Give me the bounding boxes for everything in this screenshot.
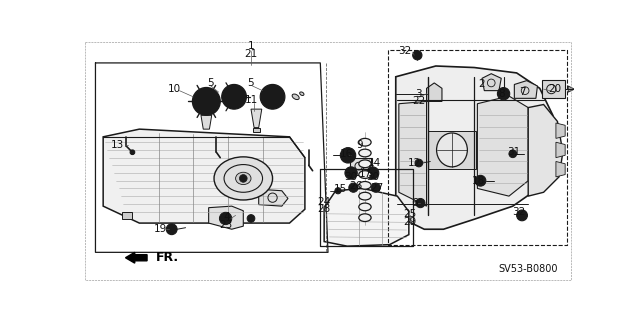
Text: 3: 3 bbox=[415, 89, 422, 99]
Polygon shape bbox=[556, 142, 565, 158]
Circle shape bbox=[475, 175, 486, 186]
Text: 15: 15 bbox=[333, 184, 347, 194]
Circle shape bbox=[239, 174, 247, 182]
Circle shape bbox=[345, 167, 357, 179]
Ellipse shape bbox=[359, 138, 371, 146]
Ellipse shape bbox=[359, 160, 371, 168]
Polygon shape bbox=[556, 161, 565, 177]
Polygon shape bbox=[477, 96, 528, 196]
Circle shape bbox=[349, 183, 358, 192]
Polygon shape bbox=[396, 66, 555, 229]
Text: 27: 27 bbox=[371, 183, 384, 193]
Text: SV53-B0800: SV53-B0800 bbox=[499, 264, 558, 274]
Text: 2: 2 bbox=[478, 79, 484, 90]
Text: 7: 7 bbox=[519, 87, 525, 97]
Ellipse shape bbox=[359, 182, 371, 189]
Circle shape bbox=[516, 210, 527, 221]
Text: 30: 30 bbox=[344, 172, 358, 182]
Text: 24: 24 bbox=[317, 197, 331, 206]
Ellipse shape bbox=[359, 214, 371, 221]
Ellipse shape bbox=[300, 92, 304, 95]
Polygon shape bbox=[427, 83, 442, 101]
Polygon shape bbox=[209, 206, 243, 229]
Polygon shape bbox=[528, 105, 563, 196]
Polygon shape bbox=[542, 80, 565, 98]
Circle shape bbox=[416, 198, 425, 208]
Circle shape bbox=[260, 85, 285, 109]
Circle shape bbox=[166, 224, 177, 235]
Circle shape bbox=[340, 148, 356, 163]
Polygon shape bbox=[399, 101, 427, 206]
Polygon shape bbox=[251, 109, 262, 128]
Circle shape bbox=[193, 87, 220, 115]
Text: 13: 13 bbox=[111, 139, 124, 150]
Circle shape bbox=[367, 167, 379, 179]
Polygon shape bbox=[324, 189, 409, 246]
Polygon shape bbox=[201, 115, 212, 129]
FancyArrow shape bbox=[125, 252, 147, 263]
Polygon shape bbox=[556, 123, 565, 138]
Circle shape bbox=[415, 159, 422, 167]
Polygon shape bbox=[568, 86, 575, 92]
Text: 10: 10 bbox=[168, 84, 180, 94]
Ellipse shape bbox=[359, 203, 371, 211]
Polygon shape bbox=[428, 131, 476, 169]
Text: 5: 5 bbox=[207, 78, 214, 88]
Ellipse shape bbox=[292, 94, 299, 100]
Text: 25: 25 bbox=[403, 209, 416, 219]
Text: 23: 23 bbox=[220, 219, 233, 230]
Polygon shape bbox=[103, 129, 305, 223]
Ellipse shape bbox=[359, 192, 371, 200]
Text: 8: 8 bbox=[498, 89, 504, 99]
Circle shape bbox=[220, 212, 232, 225]
Circle shape bbox=[247, 215, 255, 222]
Text: 16: 16 bbox=[340, 149, 353, 159]
Text: 32: 32 bbox=[513, 207, 525, 217]
Circle shape bbox=[509, 150, 516, 158]
Circle shape bbox=[202, 98, 210, 105]
Ellipse shape bbox=[236, 172, 251, 185]
Circle shape bbox=[413, 51, 422, 60]
Text: 6: 6 bbox=[411, 198, 417, 208]
Circle shape bbox=[335, 188, 341, 194]
Text: 29: 29 bbox=[403, 217, 416, 226]
Bar bbox=[350, 158, 372, 174]
Text: 1: 1 bbox=[248, 41, 254, 51]
Text: 19: 19 bbox=[154, 224, 168, 234]
Circle shape bbox=[221, 85, 246, 109]
Polygon shape bbox=[253, 128, 260, 132]
Ellipse shape bbox=[359, 149, 371, 157]
Text: 22: 22 bbox=[412, 96, 426, 107]
Polygon shape bbox=[515, 81, 538, 98]
Text: 11: 11 bbox=[244, 95, 258, 105]
Ellipse shape bbox=[214, 157, 273, 200]
Text: 14: 14 bbox=[367, 158, 381, 168]
Ellipse shape bbox=[436, 133, 467, 167]
Circle shape bbox=[130, 150, 135, 154]
Ellipse shape bbox=[359, 171, 371, 178]
Polygon shape bbox=[259, 189, 288, 206]
Circle shape bbox=[497, 87, 509, 100]
Text: 20: 20 bbox=[548, 84, 561, 94]
Text: 12: 12 bbox=[408, 158, 421, 168]
Text: FR.: FR. bbox=[156, 251, 179, 264]
Text: 28: 28 bbox=[317, 204, 331, 214]
Text: 18: 18 bbox=[472, 176, 486, 187]
Text: 21: 21 bbox=[244, 49, 258, 59]
Bar bbox=[122, 211, 132, 219]
Text: 4: 4 bbox=[223, 212, 230, 222]
Text: 5: 5 bbox=[247, 78, 253, 88]
Polygon shape bbox=[482, 74, 501, 91]
Text: 9: 9 bbox=[356, 139, 363, 150]
Text: 32: 32 bbox=[398, 46, 412, 56]
Text: 26: 26 bbox=[349, 181, 362, 191]
Text: 17: 17 bbox=[358, 169, 372, 179]
Circle shape bbox=[371, 183, 380, 192]
Text: 31: 31 bbox=[507, 147, 520, 157]
Text: 30: 30 bbox=[366, 172, 380, 182]
